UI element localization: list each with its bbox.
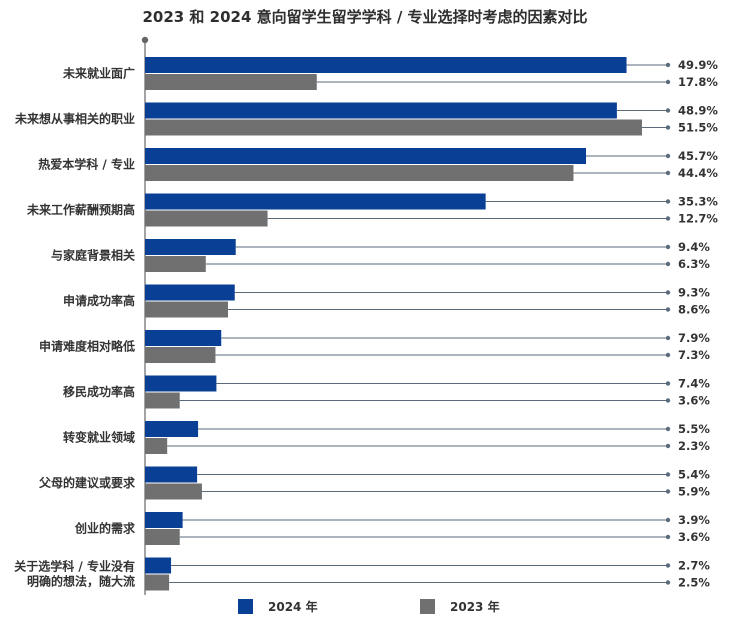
legend-swatch-2024 — [238, 599, 253, 614]
bar-2023 — [145, 347, 216, 363]
category-label: 未来工作薪酬预期高 — [26, 202, 135, 217]
leader-dot — [665, 472, 671, 477]
leader-dot — [665, 216, 671, 221]
category-label: 转变就业领域 — [63, 430, 135, 445]
bar-2024 — [145, 193, 486, 210]
leader-dot — [665, 426, 671, 432]
leader-dot — [665, 489, 671, 494]
leader-dot — [665, 563, 671, 568]
bar-2023 — [145, 483, 202, 500]
bar-2023 — [145, 210, 268, 227]
legend-label: 2024 年 — [268, 599, 318, 614]
bar-2024 — [145, 148, 587, 164]
bar-2023 — [145, 301, 228, 318]
value-label: 5.9% — [678, 485, 710, 499]
leader-dot — [665, 108, 671, 113]
bar-2024 — [145, 57, 627, 73]
value-label: 35.3% — [678, 195, 718, 209]
value-label: 8.6% — [678, 303, 710, 317]
value-label: 5.4% — [678, 468, 710, 482]
leader-dot — [665, 199, 671, 204]
bar-2024 — [145, 375, 217, 392]
value-label: 45.7% — [678, 149, 718, 163]
bar-2024 — [145, 466, 198, 483]
category-label: 申请成功率高 — [63, 293, 135, 308]
bar-2023 — [145, 119, 642, 136]
value-label: 7.4% — [678, 377, 710, 391]
bar-2024 — [145, 512, 183, 528]
bar-2023 — [145, 574, 170, 591]
category-label: 创业的需求 — [74, 521, 136, 536]
bar-2024 — [145, 284, 235, 301]
value-label: 2.5% — [678, 576, 710, 590]
bar-2023 — [145, 529, 180, 545]
leader-dot — [665, 307, 671, 312]
category-label: 移民成功率高 — [63, 384, 135, 399]
value-label: 44.4% — [678, 166, 718, 180]
category-label: 未来就业面广 — [62, 66, 135, 81]
leader-dot — [665, 170, 671, 176]
bar-2024 — [145, 102, 617, 119]
bars-layer — [145, 57, 671, 591]
bar-2023 — [145, 392, 180, 409]
leader-dot — [665, 398, 671, 403]
leader-dot — [665, 580, 671, 585]
value-label: 5.5% — [678, 422, 710, 436]
value-label: 2.3% — [678, 439, 710, 453]
labels-layer: 未来就业面广 49.9% 17.8% 未来想从事相关的职业 48.9% 51.5% 热爱本学… — [14, 58, 718, 590]
legend-swatch-2023 — [420, 599, 435, 614]
leader-dot — [665, 244, 671, 250]
leader-dot — [665, 261, 671, 267]
chart-title: 2023 和 2024 意向留学生留学学科 / 专业选择时考虑的因素对比 — [142, 8, 588, 26]
leader-dot — [665, 62, 671, 68]
category-label: 未来想从事相关的职业 — [14, 111, 135, 126]
category-label: 关于选学科 / 专业没有 — [14, 559, 135, 574]
leader-dot — [665, 335, 671, 341]
category-label: 申请难度相对略低 — [39, 339, 135, 354]
value-label: 3.6% — [678, 530, 710, 544]
bar-2023 — [145, 165, 574, 181]
leader-dot — [665, 125, 671, 130]
axis-top-dot — [141, 36, 149, 44]
leader-dot — [665, 381, 671, 386]
category-label: 与家庭背景相关 — [51, 248, 135, 263]
value-label: 7.9% — [678, 331, 710, 345]
bar-2024 — [145, 330, 222, 346]
bar-2024 — [145, 421, 199, 437]
leader-dot — [665, 517, 671, 523]
value-label: 6.3% — [678, 257, 710, 271]
category-label: 父母的建议或要求 — [38, 475, 136, 490]
bar-2023 — [145, 256, 206, 272]
value-label: 9.4% — [678, 240, 710, 254]
leader-dot — [665, 443, 671, 449]
value-label: 3.9% — [678, 513, 710, 527]
value-label: 7.3% — [678, 348, 710, 362]
value-label: 3.6% — [678, 394, 710, 408]
value-label: 51.5% — [678, 121, 718, 135]
leader-dot — [665, 290, 671, 295]
value-label: 49.9% — [678, 58, 718, 72]
category-label: 热爱本学科 / 专业 — [38, 157, 135, 172]
bar-2024 — [145, 557, 172, 574]
leader-dot — [665, 79, 671, 85]
value-label: 9.3% — [678, 286, 710, 300]
leader-dot — [665, 534, 671, 540]
value-label: 12.7% — [678, 212, 718, 226]
bar-2024 — [145, 239, 236, 255]
value-label: 17.8% — [678, 75, 718, 89]
legend: 2024 年 2023 年 — [238, 599, 500, 614]
bar-2023 — [145, 74, 317, 90]
bar-2023 — [145, 438, 168, 454]
leader-dot — [665, 153, 671, 159]
legend-label: 2023 年 — [450, 599, 500, 614]
value-label: 2.7% — [678, 559, 710, 573]
category-label: 明确的想法，随大流 — [27, 574, 135, 589]
leader-dot — [665, 352, 671, 358]
value-label: 48.9% — [678, 104, 718, 118]
